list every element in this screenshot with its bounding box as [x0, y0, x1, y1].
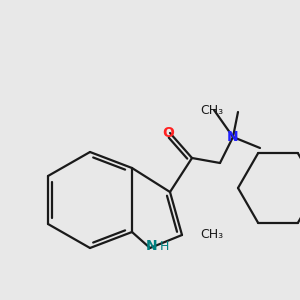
- Text: N: N: [146, 239, 158, 253]
- Text: H: H: [159, 239, 169, 253]
- Text: O: O: [162, 126, 174, 140]
- Text: CH₃: CH₃: [200, 104, 224, 117]
- Text: CH₃: CH₃: [200, 229, 223, 242]
- Text: N: N: [227, 130, 239, 144]
